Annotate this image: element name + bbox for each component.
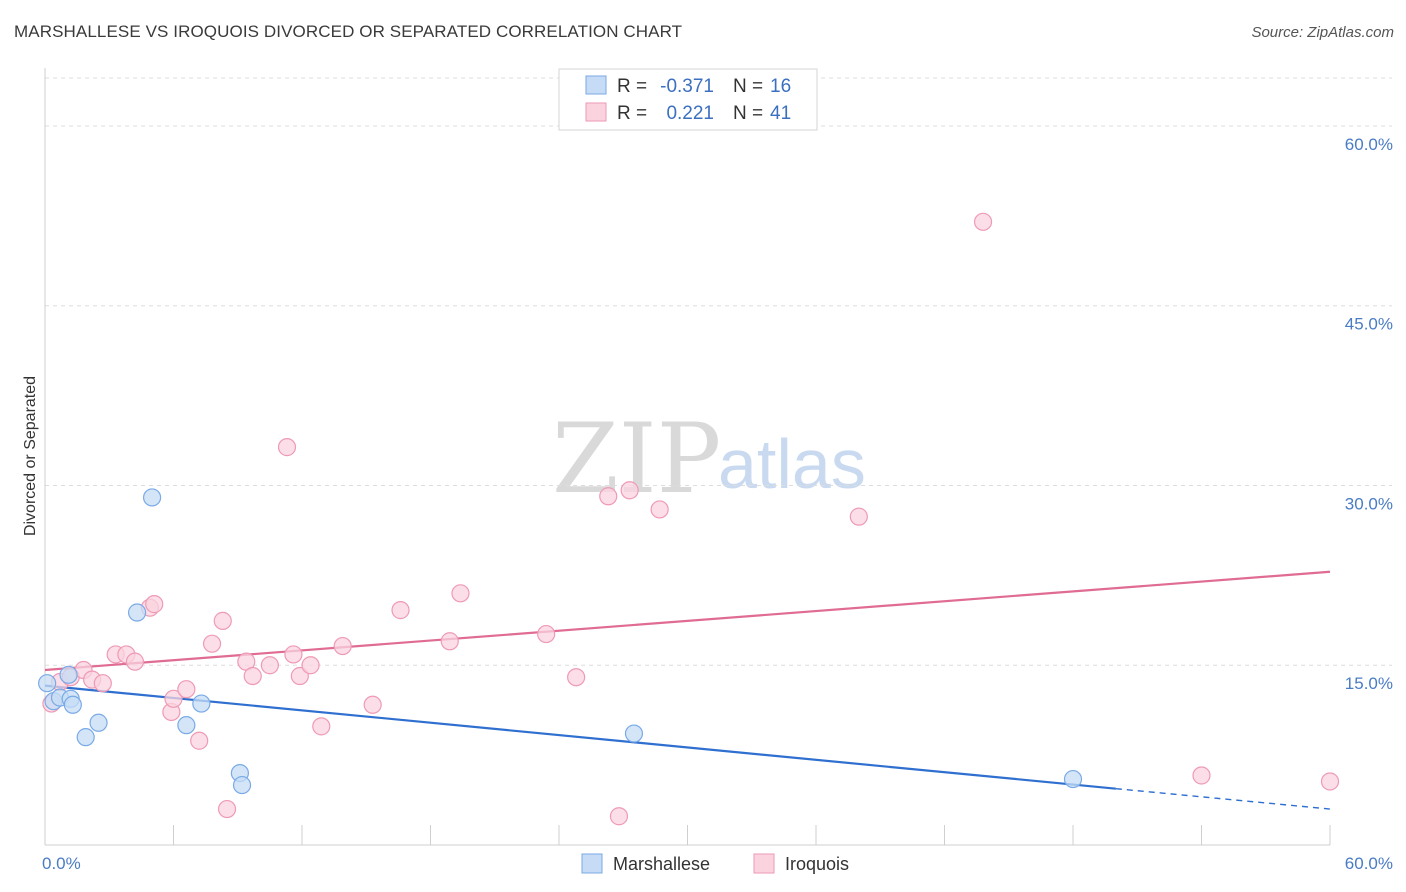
y-tick-label: 45.0% xyxy=(1345,315,1393,334)
point-iroquois xyxy=(620,481,639,500)
chart-title: MARSHALLESE VS IROQUOIS DIVORCED OR SEPA… xyxy=(14,22,683,41)
point-iroquois xyxy=(145,595,164,614)
point-iroquois xyxy=(650,500,669,519)
axes xyxy=(44,68,1331,846)
point-iroquois xyxy=(451,584,470,603)
x-tick-label: 60.0% xyxy=(1345,854,1393,873)
y-tick-label: 60.0% xyxy=(1345,135,1393,154)
point-marshallese xyxy=(177,716,196,735)
y-tick-label: 30.0% xyxy=(1345,494,1393,513)
point-marshallese xyxy=(89,713,108,732)
source-label: Source: ZipAtlas.com xyxy=(1251,24,1394,41)
point-marshallese xyxy=(59,665,78,684)
trend-line-marshallese-extension xyxy=(1115,787,1331,810)
point-iroquois xyxy=(213,611,232,630)
bottom-legend-swatch-marshallese xyxy=(581,853,603,874)
point-iroquois xyxy=(290,666,309,686)
legend-n-label-1: N = xyxy=(733,76,763,97)
legend-n-label-2: N = xyxy=(733,103,763,124)
point-iroquois xyxy=(125,652,145,671)
legend-box: R = -0.371 N = 16 R = 0.221 N = 41 xyxy=(558,68,818,131)
legend-r-label-1: R = xyxy=(617,76,647,97)
trend-line-iroquois xyxy=(44,570,1331,672)
point-marshallese xyxy=(127,603,147,622)
x-tick-label: 0.0% xyxy=(42,854,81,873)
point-iroquois xyxy=(440,632,459,651)
point-iroquois xyxy=(301,656,320,675)
point-iroquois xyxy=(217,799,237,819)
x-tick-labels: 0.0% 60.0% xyxy=(42,854,1393,873)
point-iroquois xyxy=(1320,772,1340,791)
legend-r-value-2: 0.221 xyxy=(666,103,714,124)
point-iroquois xyxy=(93,674,112,693)
bottom-legend-marshallese: Marshallese xyxy=(613,854,710,874)
point-marshallese xyxy=(38,674,57,693)
point-marshallese xyxy=(142,488,162,507)
legend-n-value-2: 41 xyxy=(770,103,791,124)
point-iroquois xyxy=(312,717,331,736)
legend-swatch-iroquois xyxy=(585,102,607,122)
bottom-legend: Marshallese Iroquois xyxy=(581,853,849,874)
point-marshallese xyxy=(76,728,95,747)
point-marshallese xyxy=(624,724,644,743)
point-iroquois xyxy=(391,601,410,620)
point-iroquois xyxy=(243,666,262,686)
data-points xyxy=(38,212,1340,826)
point-marshallese xyxy=(63,695,82,714)
point-iroquois xyxy=(284,645,303,664)
bottom-legend-iroquois: Iroquois xyxy=(785,854,849,874)
y-tick-labels: 15.0% 30.0% 45.0% 60.0% xyxy=(1345,135,1393,693)
bottom-legend-swatch-iroquois xyxy=(753,853,775,874)
y-tick-label: 15.0% xyxy=(1345,674,1393,693)
watermark: ZIP atlas xyxy=(552,403,866,515)
point-marshallese xyxy=(1063,769,1083,789)
legend-n-value-1: 16 xyxy=(770,76,791,97)
point-iroquois xyxy=(599,487,618,506)
y-axis-label: Divorced or Separated xyxy=(22,376,39,536)
point-iroquois xyxy=(164,689,183,708)
point-iroquois xyxy=(537,624,556,644)
point-iroquois xyxy=(260,656,279,675)
point-iroquois xyxy=(973,212,993,231)
trend-line-marshallese xyxy=(44,684,1116,790)
legend-swatch-marshallese xyxy=(585,75,607,95)
point-iroquois xyxy=(277,438,297,457)
trend-lines xyxy=(44,570,1331,810)
legend-r-label-2: R = xyxy=(617,103,647,124)
point-iroquois xyxy=(333,636,352,656)
point-iroquois xyxy=(202,634,222,653)
gridlines xyxy=(45,77,1392,666)
point-marshallese xyxy=(232,775,252,795)
watermark-atlas: atlas xyxy=(718,425,866,503)
point-iroquois xyxy=(1192,766,1211,785)
point-iroquois xyxy=(609,807,629,826)
point-iroquois xyxy=(567,668,586,687)
point-iroquois xyxy=(849,507,868,526)
point-iroquois xyxy=(190,731,209,750)
point-iroquois xyxy=(177,680,196,699)
point-iroquois xyxy=(363,695,382,714)
point-marshallese xyxy=(192,694,211,713)
watermark-zip: ZIP xyxy=(552,403,721,515)
legend-r-value-1: -0.371 xyxy=(660,76,714,97)
